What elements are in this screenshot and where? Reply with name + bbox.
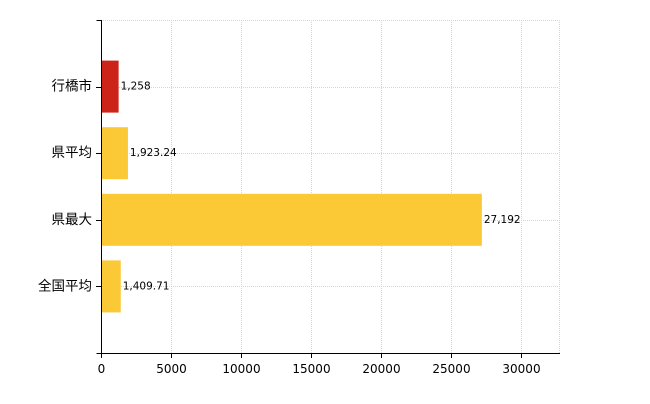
x-tick-label: 25000 <box>432 362 470 376</box>
bar <box>101 193 482 246</box>
axis-layer <box>96 20 560 358</box>
x-tick-label: 15000 <box>292 362 330 376</box>
data-label: 1,258 <box>121 81 151 93</box>
bar <box>101 60 119 113</box>
category-label: 行橋市 <box>52 78 93 95</box>
label-layer: 1,258 行橋市 1,923.24 県平均 27,192 県最大 1,409.71 全国平均… <box>38 78 541 376</box>
grid-layer <box>101 20 560 353</box>
category-label: 県平均 <box>52 145 93 161</box>
bar <box>101 260 121 313</box>
category-label: 県最大 <box>52 212 93 228</box>
bar-layer <box>101 60 482 313</box>
data-label: 27,192 <box>484 214 521 226</box>
x-tick-label: 30000 <box>502 362 540 376</box>
x-tick-label: 20000 <box>362 362 400 376</box>
x-tick-label: 10000 <box>222 362 260 376</box>
data-label: 1,409.71 <box>123 280 170 292</box>
bar <box>101 127 128 180</box>
x-tick-label: 5000 <box>156 362 187 376</box>
data-label: 1,923.24 <box>130 147 177 159</box>
category-label: 全国平均 <box>38 277 92 294</box>
x-tick-label: 0 <box>98 362 106 376</box>
